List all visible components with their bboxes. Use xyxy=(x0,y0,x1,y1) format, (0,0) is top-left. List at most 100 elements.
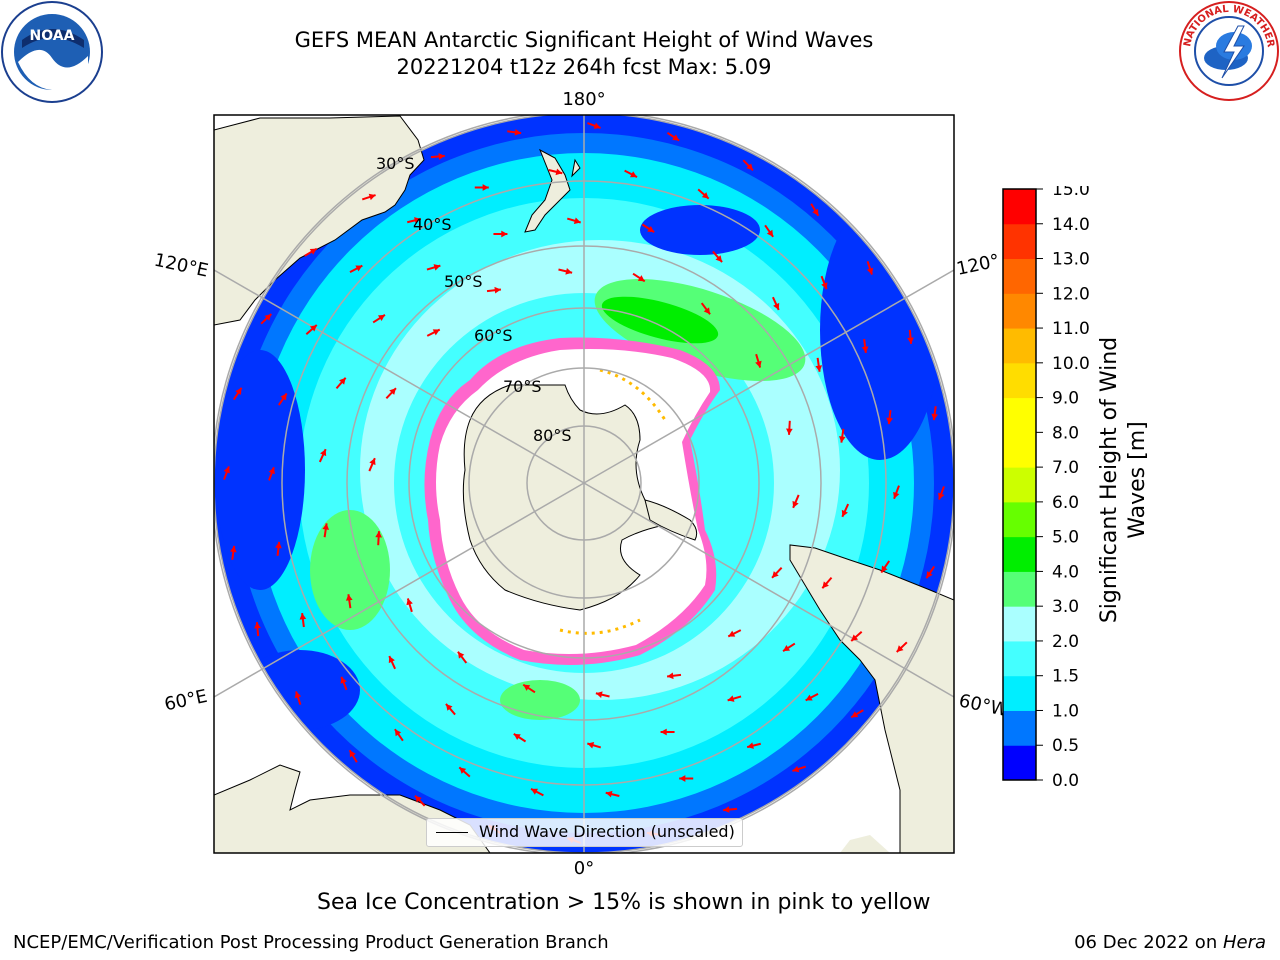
colorbar-tick-label: 2.0 xyxy=(1052,632,1079,652)
colorbar-tick-label: 1.5 xyxy=(1052,667,1079,687)
wave-arrow-head xyxy=(783,644,791,652)
colorbar-tick-label: 10.0 xyxy=(1052,354,1090,374)
wave-arrow-head xyxy=(630,171,638,178)
wave-arrow-head xyxy=(747,742,754,749)
colorbar-swatch xyxy=(1003,675,1036,711)
noaa-logo-icon: NOAA xyxy=(1,1,103,103)
wave-arrow-head xyxy=(755,360,762,368)
wave-arrow-head xyxy=(415,795,422,803)
wave-arrow-head xyxy=(268,467,275,475)
svg-text:NOAA: NOAA xyxy=(30,28,75,44)
colorbar-swatch xyxy=(1003,640,1036,677)
colorbar-label-line2: Waves [m] xyxy=(1125,421,1150,538)
colorbar-tick-label: 6.0 xyxy=(1052,493,1079,513)
wave-arrow-head xyxy=(815,365,823,372)
colorbar-tick-label: 7.0 xyxy=(1052,458,1079,478)
wave-arrow-head xyxy=(235,387,242,395)
wave-arrow-head xyxy=(812,208,819,216)
wave-arrow-head xyxy=(345,594,353,601)
wave-arrow-head xyxy=(294,691,302,699)
lon-label-120e: 120°E xyxy=(152,250,210,282)
wave-arrow-head xyxy=(369,458,376,466)
colorbar: 0.0 0.5 1.0 1.5 2.0 3.0 4.0 5.0 6.0 7.0 8.0 9.0 10.0… xyxy=(1002,186,1090,786)
wave-arrow-head xyxy=(866,267,874,275)
legend-label: Wind Wave Direction (unscaled) xyxy=(479,822,735,841)
wave-arrow-head xyxy=(703,307,711,315)
colorbar-swatch xyxy=(1003,362,1036,399)
antarctica-landmass xyxy=(462,384,666,611)
wave-arrow-head xyxy=(851,634,859,642)
wave-arrow-head xyxy=(907,337,914,344)
wave-arrow-head xyxy=(792,765,800,773)
wave-arrow-head xyxy=(926,571,933,579)
legend-line-icon xyxy=(436,832,468,833)
lat-label-50s: 50°S xyxy=(444,272,483,291)
wave-arrow-head xyxy=(482,184,489,191)
colorbar-tick-label: 1.0 xyxy=(1052,701,1079,721)
wave-arrow-head xyxy=(715,255,723,263)
wave-direction-arrows xyxy=(223,122,945,844)
wave-arrow-head xyxy=(746,163,753,171)
colorbar-tick-label: 12.0 xyxy=(1052,284,1090,304)
wave-arrow-head xyxy=(432,329,440,336)
colorbar-tick-label: 14.0 xyxy=(1052,215,1090,235)
wave-arrow-head xyxy=(514,129,522,136)
sea-ice-caption: Sea Ice Concentration > 15% is shown in … xyxy=(317,890,931,915)
colorbar-swatch xyxy=(1003,432,1036,468)
colorbar-tick-label: 4.0 xyxy=(1052,562,1079,582)
wave-arrow-head xyxy=(838,436,846,443)
wave-arrow-head xyxy=(457,651,465,659)
wave-arrow-head xyxy=(320,449,327,457)
wave-arrow-head xyxy=(340,676,347,684)
wave-arrow-head xyxy=(414,217,421,224)
wave-arrow-head xyxy=(513,733,521,741)
wave-arrow-head xyxy=(893,491,900,499)
wave-arrow-head xyxy=(223,466,230,474)
lon-label-120w: 120° xyxy=(955,250,1002,280)
wave-arrow-head xyxy=(275,541,282,549)
lon-label-60e: 60°E xyxy=(163,686,210,716)
colorbar-swatch xyxy=(1003,606,1036,642)
wave-arrow-head xyxy=(309,324,317,332)
colorbar-label: Significant Height of Wind Waves [m] xyxy=(1097,337,1150,623)
colorbar-swatch xyxy=(1003,397,1036,433)
lat-label-60s: 60°S xyxy=(474,326,513,345)
wave-arrow-head xyxy=(322,523,330,530)
wave-arrow-head xyxy=(445,703,453,711)
wave-arrow-head xyxy=(309,248,317,255)
wave-arrow-head xyxy=(355,265,363,272)
wave-arrow-head xyxy=(896,645,904,652)
colorbar-swatch xyxy=(1003,536,1036,572)
wave-arrow-head xyxy=(931,413,938,421)
wave-arrow-head xyxy=(701,192,709,199)
wave-arrow-head xyxy=(459,767,467,774)
wave-arrow-head xyxy=(433,264,441,271)
wave-arrow-head xyxy=(587,742,595,749)
wave-arrow-head xyxy=(792,500,799,508)
wave-arrow-head xyxy=(438,153,445,160)
colorbar-tick-label: 11.0 xyxy=(1052,319,1090,339)
colorbar-swatch xyxy=(1003,189,1036,225)
map-title: GEFS MEAN Antarctic Significant Height o… xyxy=(294,28,874,52)
wave-arrow-head xyxy=(772,571,779,578)
wave-arrow-head xyxy=(555,168,563,176)
colorbar-tick-label: 8.0 xyxy=(1052,423,1079,443)
colorbar-tick-label: 3.0 xyxy=(1052,597,1079,617)
wave-arrow-head xyxy=(565,268,573,275)
wave-arrow-head xyxy=(406,598,413,606)
wave-arrow-head xyxy=(573,217,581,224)
colorbar-tick-label: 13.0 xyxy=(1052,250,1090,270)
lat-label-40s: 40°S xyxy=(413,215,452,234)
wave-arrow-head xyxy=(254,622,261,629)
wave-arrow-head xyxy=(394,729,402,737)
wave-arrow-head xyxy=(886,417,893,425)
wave-arrow-head xyxy=(349,750,356,758)
colorbar-swatch xyxy=(1003,293,1036,329)
wave-arrow-head xyxy=(938,492,945,500)
forecast-subtitle: 20221204 t12z 264h fcst Max: 5.09 xyxy=(396,55,772,79)
wave-arrow-head xyxy=(375,531,382,538)
lon-label-180: 180° xyxy=(562,89,605,110)
wave-arrow-head xyxy=(786,428,793,435)
wave-arrow-head xyxy=(494,286,501,294)
